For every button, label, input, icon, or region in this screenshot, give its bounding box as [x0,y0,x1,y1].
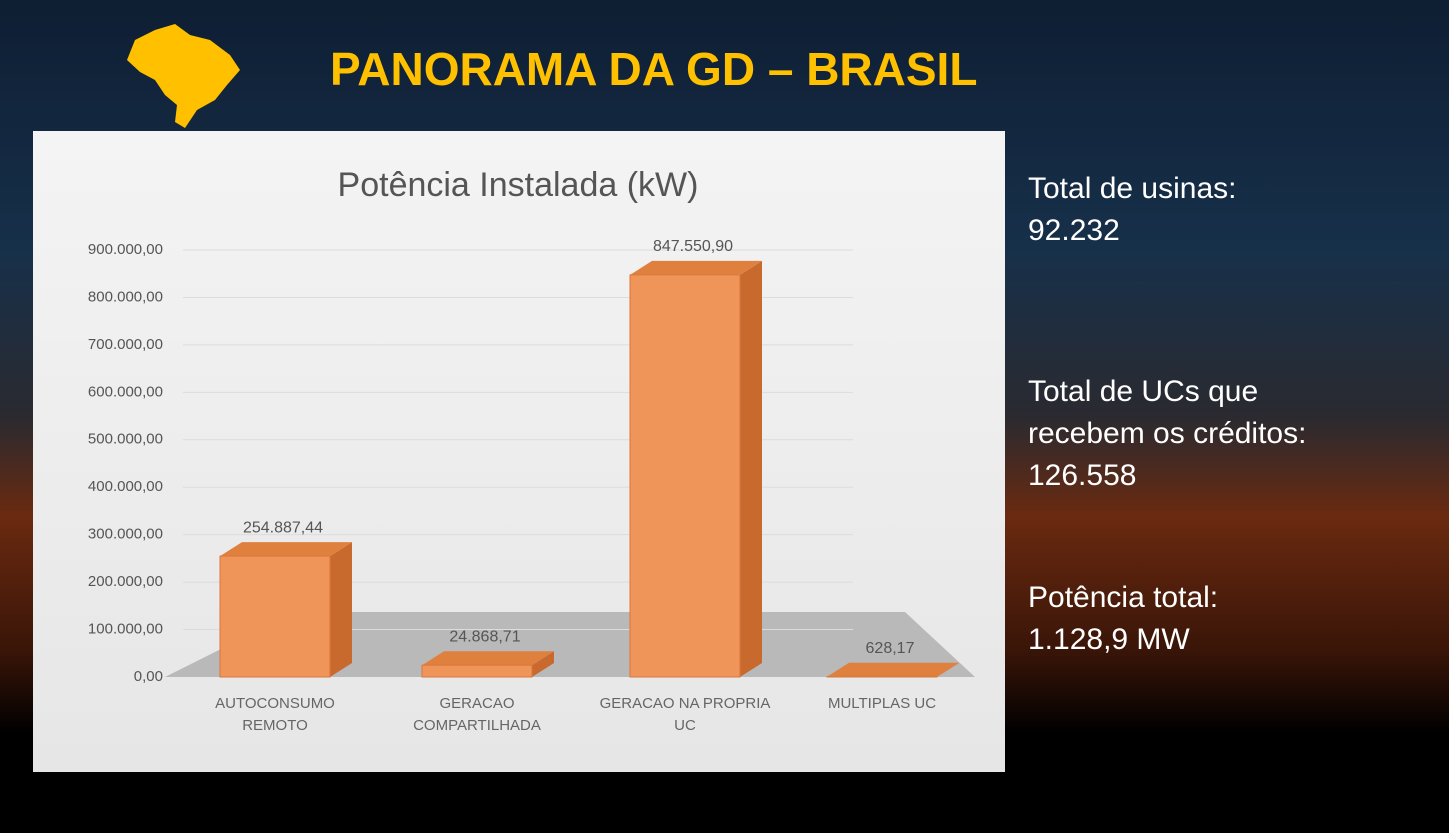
y-tick-label: 500.000,00 [88,431,163,448]
bar [422,665,532,677]
summary-label: Potência total: [1028,577,1338,619]
summary-value: 1.128,9 MW [1028,619,1338,661]
y-tick-label: 600.000,00 [88,383,163,400]
bar-top [220,542,352,556]
data-label: 847.550,90 [653,238,733,255]
x-tick-label: AUTOCONSUMO REMOTO [185,693,365,737]
data-label: 24.868,71 [449,628,520,645]
brazil-map-icon [115,10,255,140]
y-tick-label: 900.000,00 [88,241,163,258]
bar [630,275,740,677]
bar-top [827,663,959,677]
y-tick-label: 800.000,00 [88,288,163,305]
y-tick-label: 700.000,00 [88,336,163,353]
bar-top [422,651,554,665]
bar [220,556,330,677]
bar-top [630,261,762,275]
bar-side [740,261,762,677]
y-tick-label: 200.000,00 [88,573,163,590]
y-tick-label: 300.000,00 [88,526,163,543]
chart-title: Potência Instalada (kW) [338,166,699,204]
x-tick-label: MULTIPLAS UC [792,693,972,715]
data-label: 628,17 [866,640,915,657]
y-tick-label: 0,00 [134,668,163,685]
chart-panel: Potência Instalada (kW) 0,00 100.000,00 20… [33,131,1005,772]
x-tick-label: GERACAO COMPARTILHADA [387,693,567,737]
chart: Potência Instalada (kW) 0,00 100.000,00 20… [33,131,1005,772]
data-label: 254.887,44 [243,519,323,536]
summary-label: Total de usinas: [1028,168,1338,210]
bar-side [330,542,352,677]
y-tick-label: 100.000,00 [88,621,163,638]
x-tick-label: GERACAO NA PROPRIA UC [595,693,775,737]
summary-label: Total de UCs que recebem os créditos: [1028,371,1338,455]
summary-value: 126.558 [1028,455,1338,497]
y-tick-label: 400.000,00 [88,478,163,495]
summary-value: 92.232 [1028,210,1338,252]
slide: PANORAMA DA GD – BRASIL Potência Instala… [0,0,1449,833]
slide-title: PANORAMA DA GD – BRASIL [330,42,977,96]
